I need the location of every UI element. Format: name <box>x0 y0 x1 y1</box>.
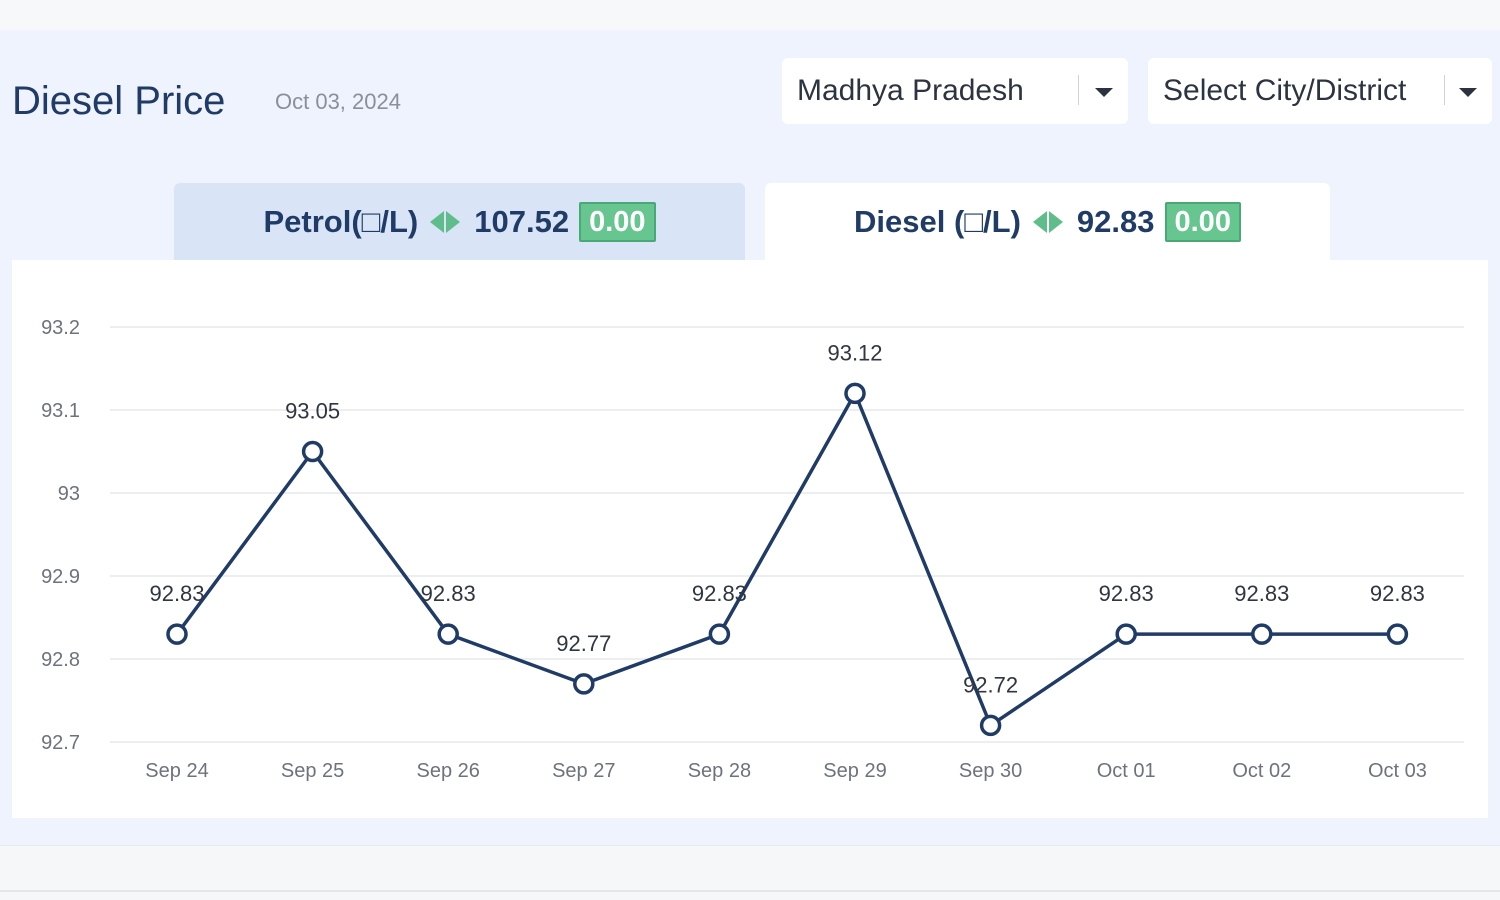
x-tick-label: Sep 27 <box>552 760 615 782</box>
data-label: 92.83 <box>421 581 476 606</box>
tab-petrol[interactable]: Petrol(□/L) 107.52 0.00 <box>174 183 745 261</box>
y-tick-label: 92.7 <box>41 732 80 754</box>
data-label: 92.72 <box>963 672 1018 697</box>
data-label: 93.05 <box>285 399 340 424</box>
chart-card: 93.2 93.1 93 92.9 92.8 92.7 Sep 24 Sep 25 Sep 26… <box>12 260 1488 818</box>
x-tick-label: Sep 26 <box>417 760 480 782</box>
data-point <box>573 673 595 695</box>
x-tick-label: Sep 30 <box>959 760 1022 782</box>
data-point <box>1251 623 1273 645</box>
tab-petrol-price: 107.52 <box>474 204 570 239</box>
top-strip <box>0 0 1500 30</box>
x-tick-label: Sep 24 <box>145 760 208 782</box>
city-select-placeholder: Select City/District <box>1163 74 1407 107</box>
diesel-price-line-chart: 93.2 93.1 93 92.9 92.8 92.7 Sep 24 Sep 25 Sep 26… <box>41 317 1464 782</box>
data-point <box>1115 623 1137 645</box>
data-label: 92.83 <box>692 581 747 606</box>
data-label: 93.12 <box>827 340 882 365</box>
price-change-arrows-icon <box>430 211 461 233</box>
y-tick-label: 93.2 <box>41 317 80 339</box>
data-point <box>844 382 866 405</box>
price-change-arrows-icon <box>1032 211 1063 233</box>
x-tick-label: Sep 29 <box>823 760 886 782</box>
data-point <box>1386 623 1409 645</box>
data-label: 92.83 <box>1234 581 1289 606</box>
tab-diesel[interactable]: Diesel (□/L) 92.83 0.00 <box>765 183 1330 261</box>
x-tick-label: Oct 01 <box>1097 760 1156 782</box>
x-tick-label: Oct 03 <box>1368 760 1427 782</box>
y-tick-label: 93.1 <box>41 400 80 422</box>
series-line <box>175 391 1398 728</box>
data-point <box>301 440 324 463</box>
city-select[interactable]: Select City/District <box>1148 58 1492 124</box>
chevron-down-icon[interactable] <box>1459 88 1477 97</box>
page-date: Oct 03, 2024 <box>275 89 401 114</box>
tab-diesel-price: 92.83 <box>1076 204 1155 239</box>
data-label: 92.83 <box>1370 581 1425 606</box>
state-select-value: Madhya Pradesh <box>797 74 1024 107</box>
x-tick-label: Sep 25 <box>281 760 344 782</box>
state-select-separator <box>1078 75 1079 105</box>
data-label: 92.83 <box>149 581 204 606</box>
y-tick-label: 92.9 <box>41 566 80 588</box>
data-label: 92.83 <box>1099 581 1154 606</box>
x-tick-label: Oct 02 <box>1232 760 1291 782</box>
city-select-separator <box>1444 75 1445 105</box>
data-point <box>437 623 459 645</box>
tab-petrol-label: Petrol(□/L) <box>263 204 419 239</box>
y-tick-label: 93 <box>58 483 80 505</box>
data-point <box>166 623 188 645</box>
page-title: Diesel Price <box>12 79 226 123</box>
chevron-down-icon[interactable] <box>1095 88 1113 97</box>
data-label: 92.77 <box>556 631 611 656</box>
bottom-divider <box>0 890 1500 892</box>
tab-diesel-change-badge: 0.00 <box>1164 202 1241 242</box>
x-tick-label: Sep 28 <box>688 760 751 782</box>
data-point <box>708 623 731 645</box>
tab-petrol-change-badge: 0.00 <box>579 202 656 242</box>
state-select[interactable]: Madhya Pradesh <box>782 58 1128 124</box>
data-point <box>979 714 1002 737</box>
tab-diesel-label: Diesel (□/L) <box>854 204 1021 239</box>
y-tick-label: 92.8 <box>41 649 80 671</box>
